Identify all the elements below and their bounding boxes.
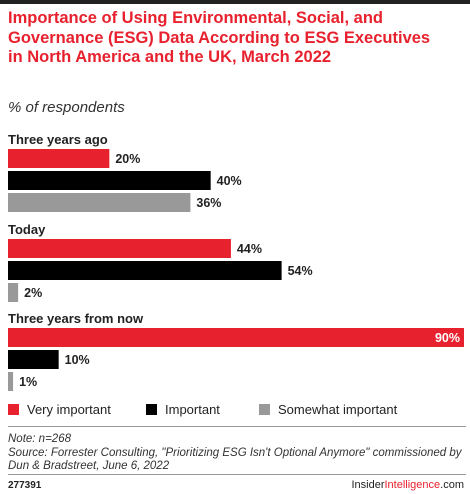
footnote: Note: n=268 Source: Forrester Consulting… [8, 433, 464, 474]
data-label: 40% [217, 174, 242, 188]
legend-item: Important [146, 402, 220, 417]
category-label: Today [8, 222, 46, 237]
brand-part: .com [440, 479, 464, 491]
data-label: 36% [196, 196, 221, 210]
source-text: Source: Forrester Consulting, "Prioritiz… [8, 446, 462, 473]
bar [8, 350, 59, 369]
legend-swatch [8, 404, 19, 415]
category-label: Three years from now [8, 311, 144, 326]
legend-swatch [259, 404, 270, 415]
brand-part: Insider [351, 479, 385, 491]
bar [8, 261, 282, 280]
legend-label: Very important [27, 402, 111, 417]
data-label: 2% [24, 286, 42, 300]
bar [8, 171, 211, 190]
bar [8, 283, 19, 302]
chart-id: 277391 [8, 480, 42, 491]
legend-item: Somewhat important [259, 402, 397, 417]
bar [8, 372, 14, 391]
data-label: 90% [435, 331, 460, 345]
bar [8, 193, 191, 212]
top-rule [0, 0, 470, 4]
legend-item: Very important [8, 402, 111, 417]
brand-logo: InsiderIntelligence.com [351, 479, 464, 491]
data-label: 54% [288, 264, 313, 278]
note-text: Note: n=268 [8, 433, 71, 445]
legend-label: Somewhat important [278, 402, 398, 417]
brand-part: Intelligence [384, 479, 441, 491]
bar [8, 239, 231, 258]
bar-chart: Three years ago 20% 40% 36% Today 44% 54% 2% Thr… [8, 132, 464, 391]
data-label: 1% [19, 375, 37, 389]
chart-subtitle: % of respondents [8, 99, 125, 116]
legend-swatch [146, 404, 157, 415]
divider [8, 426, 466, 427]
category-label: Three years ago [8, 132, 108, 147]
data-label: 10% [65, 353, 90, 367]
chart-title: Importance of Using Environmental, Socia… [8, 9, 431, 66]
bar [8, 328, 464, 347]
legend-label: Important [165, 402, 220, 417]
divider [8, 474, 466, 475]
data-label: 20% [115, 152, 140, 166]
bar [8, 149, 110, 168]
data-label: 44% [237, 242, 262, 256]
